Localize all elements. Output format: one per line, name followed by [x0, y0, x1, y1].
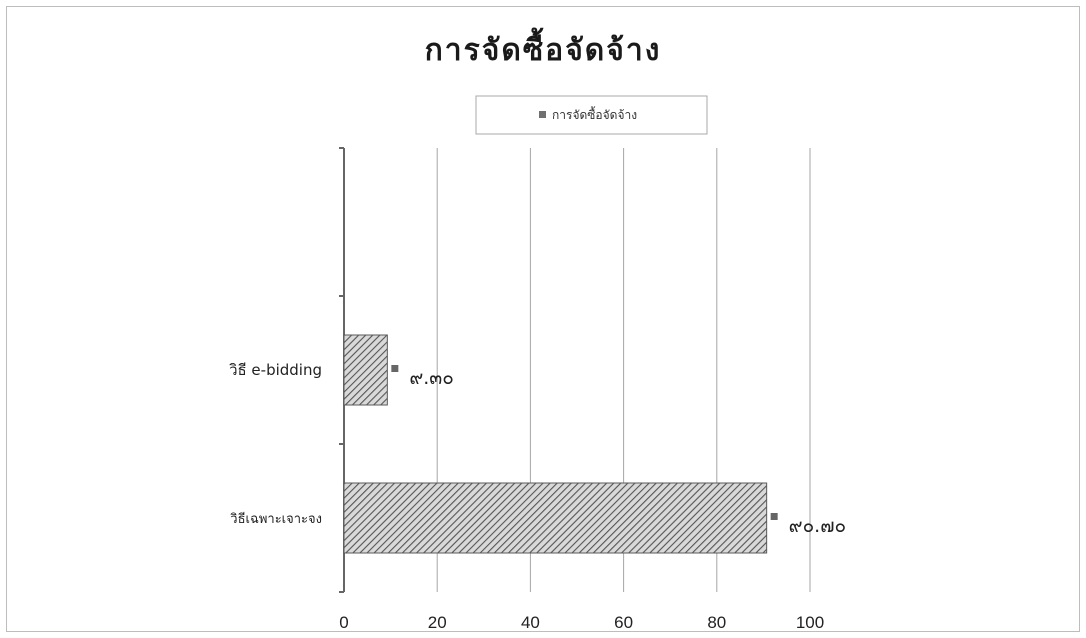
- category-labels: วิธี e-bidding วิธีเฉพาะเจาะจง: [229, 361, 322, 527]
- x-tick-label: 100: [796, 613, 824, 632]
- legend-marker: [539, 111, 546, 118]
- bar: [343, 334, 388, 406]
- legend: การจัดซื้อจัดจ้าง: [475, 95, 708, 135]
- x-tick-label: 60: [614, 613, 633, 632]
- category-label: วิธีเฉพาะเจาะจง: [230, 511, 322, 527]
- category-axis: [339, 147, 345, 593]
- category-label: วิธี e-bidding: [229, 361, 322, 379]
- bars: [343, 334, 768, 554]
- x-tick-labels: 0 20 40 60 80 100: [339, 613, 824, 632]
- bar: [343, 482, 768, 554]
- chart-title: การจัดซื้อจัดจ้าง: [425, 27, 662, 68]
- x-tick-label: 20: [428, 613, 447, 632]
- data-label: ๙๐.๗๐: [789, 515, 846, 537]
- x-tick-label: 0: [339, 613, 348, 632]
- legend-label: การจัดซื้อจัดจ้าง: [552, 106, 637, 122]
- data-label: ๙.๓๐: [409, 367, 454, 389]
- data-label-marker: [770, 513, 778, 520]
- x-tick-label: 40: [521, 613, 540, 632]
- data-label-marker: [391, 365, 399, 372]
- legend-box: [475, 95, 708, 135]
- x-tick-label: 80: [707, 613, 726, 632]
